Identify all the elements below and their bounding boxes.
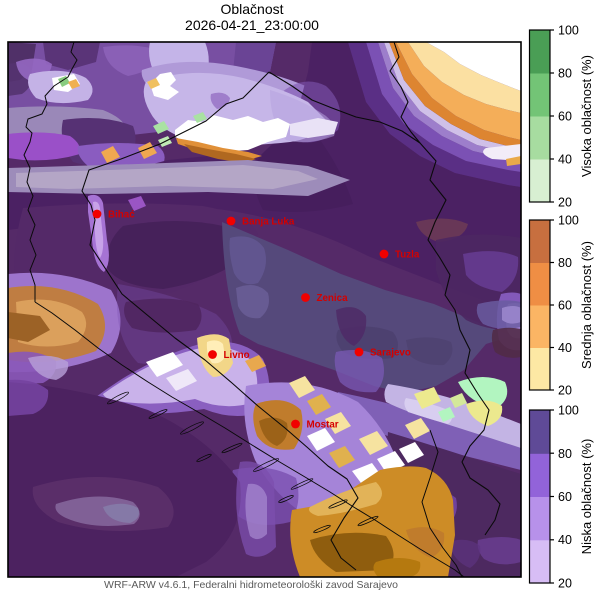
svg-text:80: 80	[558, 447, 572, 461]
svg-text:40: 40	[558, 533, 572, 547]
svg-text:20: 20	[558, 384, 572, 398]
svg-text:60: 60	[558, 110, 572, 124]
svg-text:Tuzla: Tuzla	[395, 250, 420, 261]
svg-text:WRF-ARW v4.6.1, Federalni hidr: WRF-ARW v4.6.1, Federalni hidrometeorolo…	[104, 579, 398, 591]
svg-text:Livno: Livno	[224, 350, 250, 361]
svg-text:20: 20	[558, 577, 572, 591]
svg-text:Niska oblačnost (%): Niska oblačnost (%)	[579, 439, 594, 555]
svg-text:80: 80	[558, 67, 572, 81]
svg-text:100: 100	[558, 214, 579, 228]
svg-text:80: 80	[558, 256, 572, 270]
svg-text:2026-04-21_23:00:00: 2026-04-21_23:00:00	[185, 17, 319, 33]
svg-text:Visoka oblačnost (%): Visoka oblačnost (%)	[579, 55, 594, 177]
svg-text:100: 100	[558, 404, 579, 418]
svg-text:20: 20	[558, 196, 572, 210]
svg-text:Srednja oblačnost (%): Srednja oblačnost (%)	[579, 241, 594, 369]
svg-text:Sarajevo: Sarajevo	[370, 348, 411, 359]
svg-text:40: 40	[558, 153, 572, 167]
svg-text:60: 60	[558, 299, 572, 313]
svg-text:40: 40	[558, 341, 572, 355]
svg-text:Mostar: Mostar	[307, 420, 339, 431]
svg-text:Bihać: Bihać	[108, 210, 135, 221]
svg-text:Zenica: Zenica	[317, 293, 349, 304]
svg-text:60: 60	[558, 490, 572, 504]
svg-text:Banja Luka: Banja Luka	[242, 217, 295, 228]
svg-text:Oblačnost: Oblačnost	[220, 1, 283, 17]
svg-text:100: 100	[558, 24, 579, 38]
